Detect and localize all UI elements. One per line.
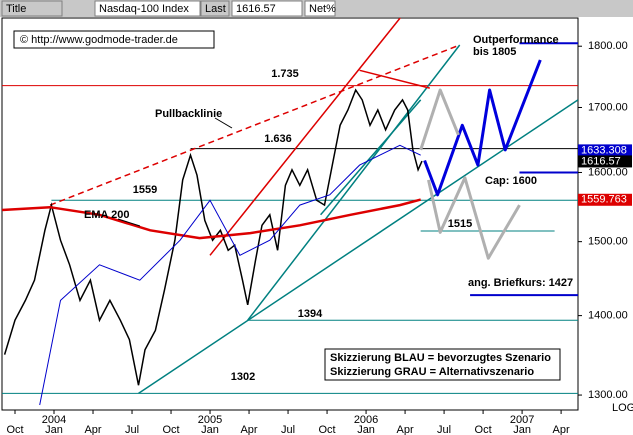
y-tick-label: 1500.00 (588, 236, 628, 248)
price-marker-label: 1559.763 (581, 194, 627, 206)
level-label: 1515 (448, 218, 472, 230)
price-marker-label: 1633.308 (581, 144, 627, 156)
level-label: ang. Briefkurs: 1427 (468, 277, 573, 289)
x-tick-label: Jul (281, 424, 295, 435)
trendline (247, 44, 461, 321)
scale-label: LOG (612, 402, 633, 414)
toolbar-text: Last (205, 3, 226, 15)
x-tick-label: Oct (162, 424, 179, 435)
toolbar-field (1, 0, 63, 17)
toolbar-text: 1616.57 (236, 3, 276, 15)
price-line (2, 198, 422, 240)
x-tick-label: Apr (84, 424, 101, 435)
price-line (39, 144, 421, 406)
legend-box (324, 348, 561, 381)
annotation-pointer (117, 218, 141, 227)
level-label: bis 1805 (473, 46, 516, 58)
level-label: 1.636 (264, 133, 292, 145)
year-label: 2004 (42, 414, 66, 426)
toolbar-field (304, 0, 336, 17)
x-tick-label: Jan (513, 424, 531, 435)
x-tick-label: Oct (318, 424, 335, 435)
level-label: 1394 (298, 308, 323, 320)
y-tick-label: 1400.00 (588, 310, 628, 322)
toolbar-field (94, 0, 201, 17)
scenario-path (419, 88, 460, 151)
trendline (320, 99, 422, 216)
y-tick-label: 1600.00 (588, 166, 628, 178)
x-tick-label: Apr (397, 424, 414, 435)
x-tick-label: Apr (240, 424, 257, 435)
x-tick-label: Oct (475, 424, 492, 435)
price-marker (578, 155, 632, 168)
year-label: 2007 (510, 414, 534, 426)
annotation: © http://www.godmode-trader.de (20, 34, 178, 46)
copyright-box (13, 30, 215, 49)
level-label: 1302 (231, 371, 255, 383)
y-tick-label: 1300.00 (588, 389, 628, 401)
level-label: 1.735 (271, 68, 299, 80)
trendline (49, 44, 460, 206)
toolbar-field (231, 0, 303, 17)
year-label: 2006 (354, 414, 378, 426)
annotation-pointer (214, 117, 233, 129)
x-tick-label: Jul (437, 424, 451, 435)
toolbar-text: Nasdaq-100 Index (99, 3, 189, 15)
x-tick-label: Apr (553, 424, 570, 435)
toolbar-text: Title (6, 3, 26, 15)
price-marker (578, 193, 632, 206)
plot-frame (1, 17, 579, 411)
x-tick-label: Oct (6, 424, 23, 435)
level-label: Cap: 1600 (485, 175, 537, 187)
annotation: EMA 200 (84, 209, 129, 221)
price-marker (578, 144, 632, 157)
trendline (359, 69, 430, 89)
plot-area (2, 18, 578, 406)
year-label: 2005 (198, 414, 222, 426)
toolbar-field (200, 0, 230, 17)
scenario-path (423, 59, 542, 197)
scenario-path (427, 176, 521, 260)
trendline (209, 18, 402, 256)
annotation: Skizzierung BLAU = bevorzugtes Szenario (330, 352, 551, 364)
x-tick-label: Jan (357, 424, 375, 435)
level-label: 1559 (133, 184, 157, 196)
price-marker-label: 1616.57 (581, 155, 621, 167)
x-tick-label: Jan (45, 424, 63, 435)
annotation: Pullbacklinie (155, 108, 222, 120)
toolbar-text: Net% (309, 3, 336, 15)
x-tick-label: Jan (201, 424, 219, 435)
level-label: Outperformance (473, 34, 559, 46)
x-tick-label: Jul (125, 424, 139, 435)
y-tick-label: 1800.00 (588, 40, 628, 52)
annotation: Skizzierung GRAU = Alternativszenario (330, 366, 534, 378)
y-tick-label: 1700.00 (588, 101, 628, 113)
